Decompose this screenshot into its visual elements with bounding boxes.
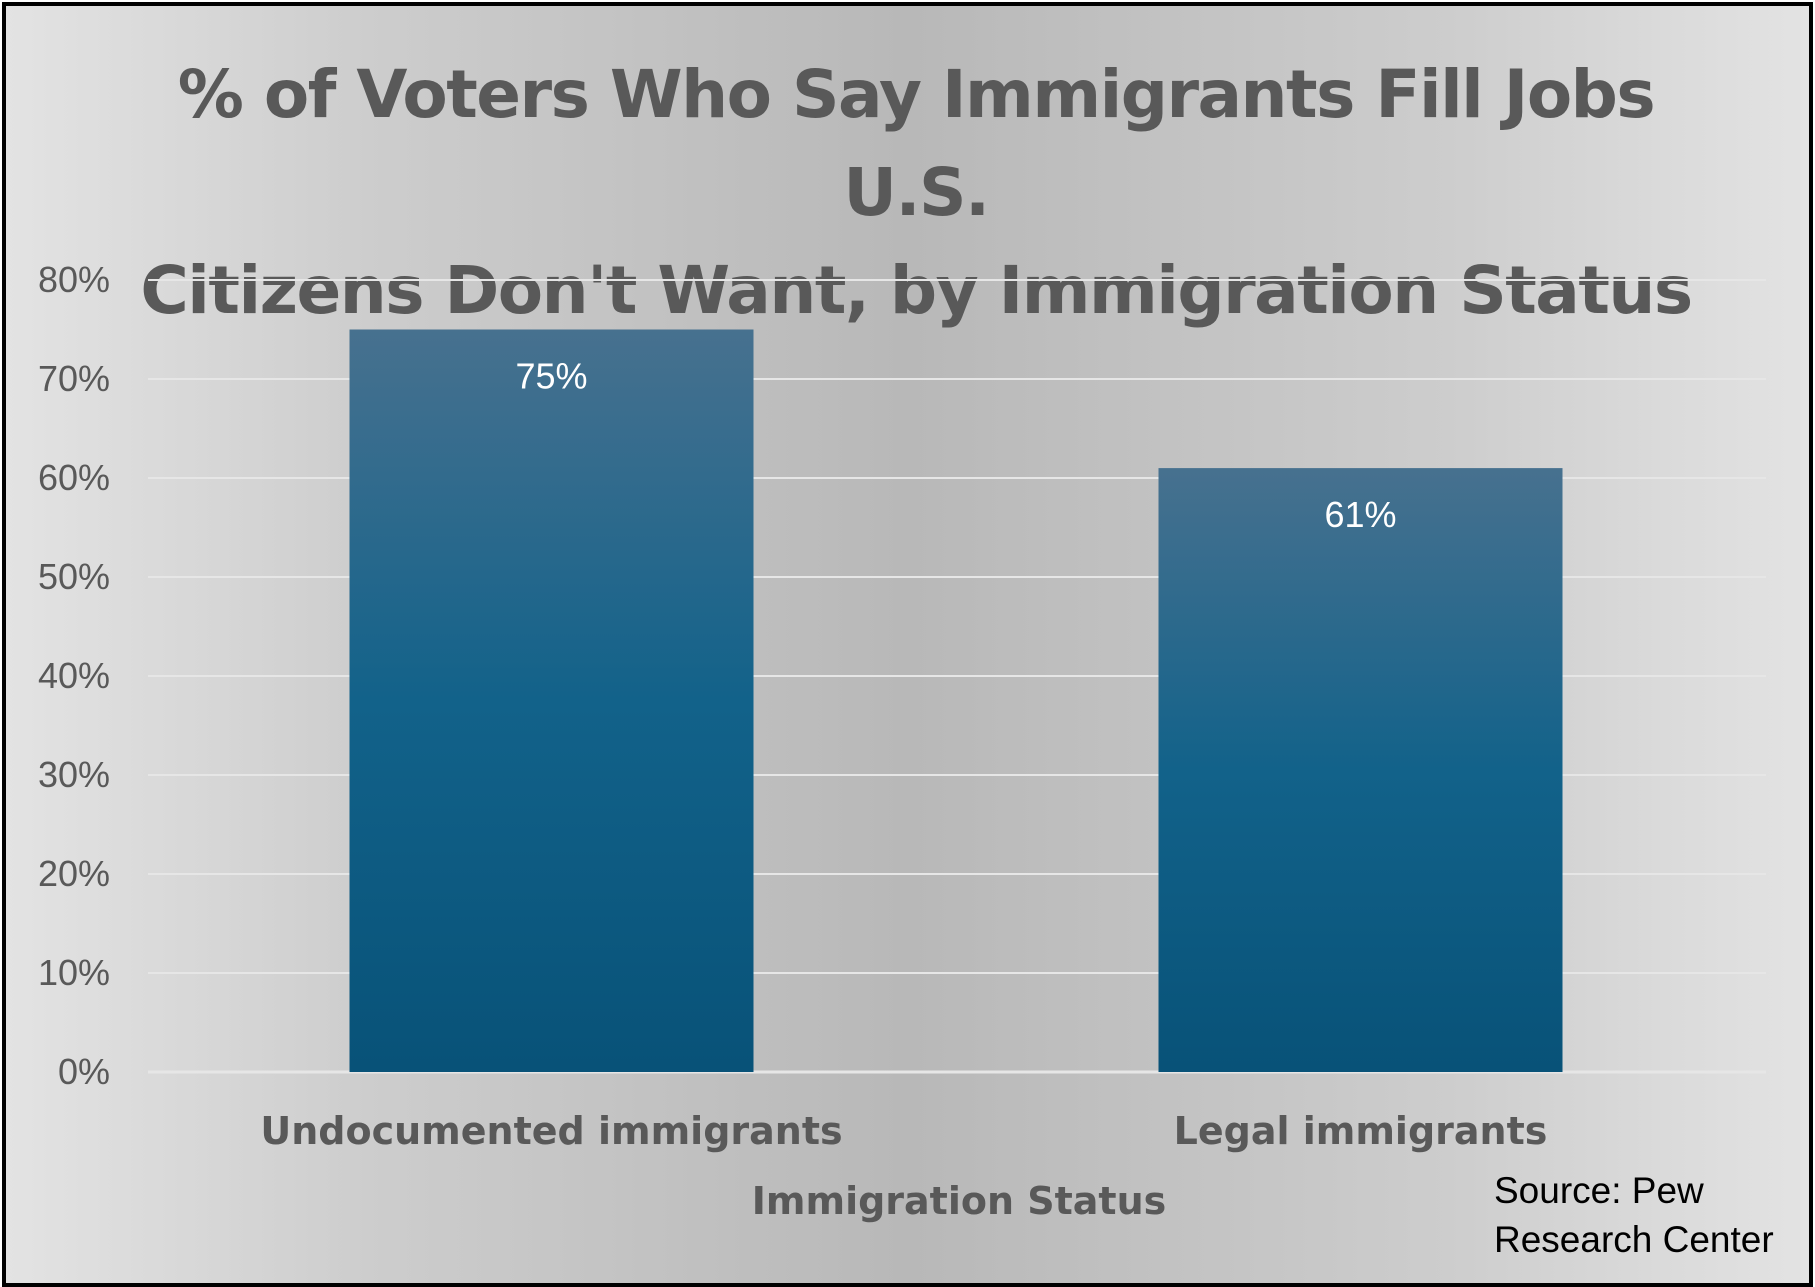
y-tick-label: 10%	[38, 952, 110, 993]
source-line-1: Source: Pew	[1494, 1170, 1704, 1211]
x-axis-category-labels: Undocumented immigrants Legal immigrants	[260, 1109, 1547, 1153]
x-axis-title: Immigration Status	[752, 1179, 1167, 1223]
chart-title-line-2: Citizens Don't Want, by Immigration Stat…	[140, 252, 1693, 329]
y-tick-label: 70%	[38, 358, 110, 399]
source-line-2: Research Center	[1494, 1219, 1774, 1260]
bars: 75% 61%	[349, 329, 1563, 1073]
bar-chart: 0% 10% 20% 30% 40% 50% 60% 70% 80% 75% 61% Undocu…	[38, 259, 1766, 1223]
y-tick-label: 60%	[38, 457, 110, 498]
x-category-label: Undocumented immigrants	[260, 1109, 842, 1153]
y-tick-label: 50%	[38, 556, 110, 597]
bar-legal-immigrants	[1158, 468, 1563, 1073]
chart-title-line-1: % of Voters Who Say Immigrants Fill Jobs…	[177, 56, 1656, 231]
source-note: Source: Pew Research Center	[1494, 1166, 1774, 1264]
y-tick-label: 80%	[38, 259, 110, 300]
y-axis-tick-labels: 0% 10% 20% 30% 40% 50% 60% 70% 80%	[38, 259, 110, 1092]
x-category-label: Legal immigrants	[1174, 1109, 1548, 1153]
y-tick-label: 0%	[58, 1051, 110, 1092]
chart-title: % of Voters Who Say Immigrants Fill Jobs…	[126, 46, 1706, 340]
bar-data-label: 61%	[1324, 494, 1396, 535]
y-tick-label: 20%	[38, 853, 110, 894]
y-tick-label: 30%	[38, 754, 110, 795]
bar-undocumented-immigrants	[349, 329, 754, 1072]
bar-data-label: 75%	[515, 356, 587, 397]
y-tick-label: 40%	[38, 655, 110, 696]
